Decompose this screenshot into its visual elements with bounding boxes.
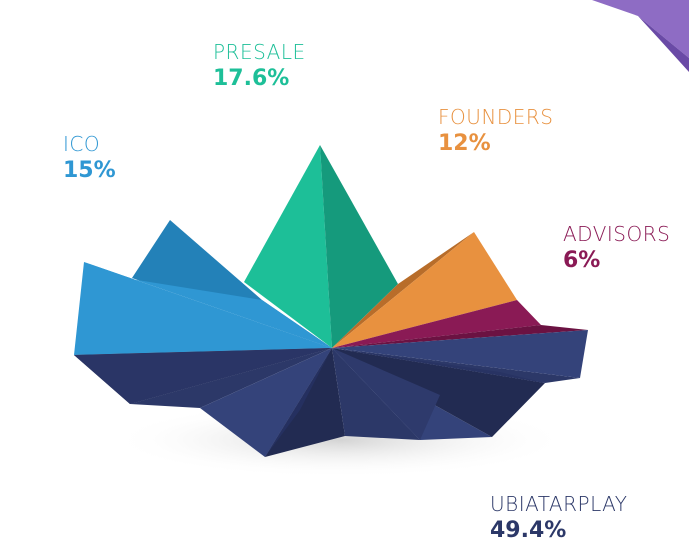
slice-name-advisors: ADVISORS [563,222,671,246]
slice-ubiatarplay-facet [332,330,588,378]
label-ubiatarplay: UBIATARPLAY 49.4% [490,494,628,542]
label-presale: PRESALE 17.6% [213,42,306,90]
slice-presale [244,145,332,348]
corner-accent-shard [592,0,689,58]
corner-accent-decoration [592,0,689,72]
slice-advisors-side [332,325,588,348]
slices-back-layer [74,145,588,355]
label-ico: ICO 15% [63,134,116,182]
slice-name-founders: FOUNDERS [438,105,554,129]
slice-ico [74,262,332,355]
slice-presale-side [320,145,398,348]
slice-advisors [332,300,541,348]
slice-value-advisors: 6% [563,248,601,273]
slice-founders [332,232,517,348]
slice-ubiatarplay-facet [265,348,332,457]
slice-ubiatarplay-facet [332,348,580,383]
slice-name-ico: ICO [63,132,101,156]
slice-name-presale: PRESALE [213,40,306,64]
label-founders: FOUNDERS 12% [438,107,553,155]
slice-value-founders: 12% [438,131,491,156]
slice-value-presale: 17.6% [213,66,290,91]
slice-name-ubiatarplay: UBIATARPLAY [490,492,628,516]
slice-value-ico: 15% [63,158,116,183]
slice-ubiatarplay-facet [200,348,332,457]
slice-value-ubiatarplay: 49.4% [490,518,567,543]
slice-ubiatarplay-facet [332,348,545,383]
slice-ubiatarplay-facet [332,348,545,437]
slices-front-layer [74,348,545,457]
slice-ubiatarplay-facet [74,348,332,404]
label-advisors: ADVISORS 6% [563,224,670,272]
slice-ubiatarplay-facet [130,348,332,408]
slice-ubiatarplay-facet [332,348,440,440]
